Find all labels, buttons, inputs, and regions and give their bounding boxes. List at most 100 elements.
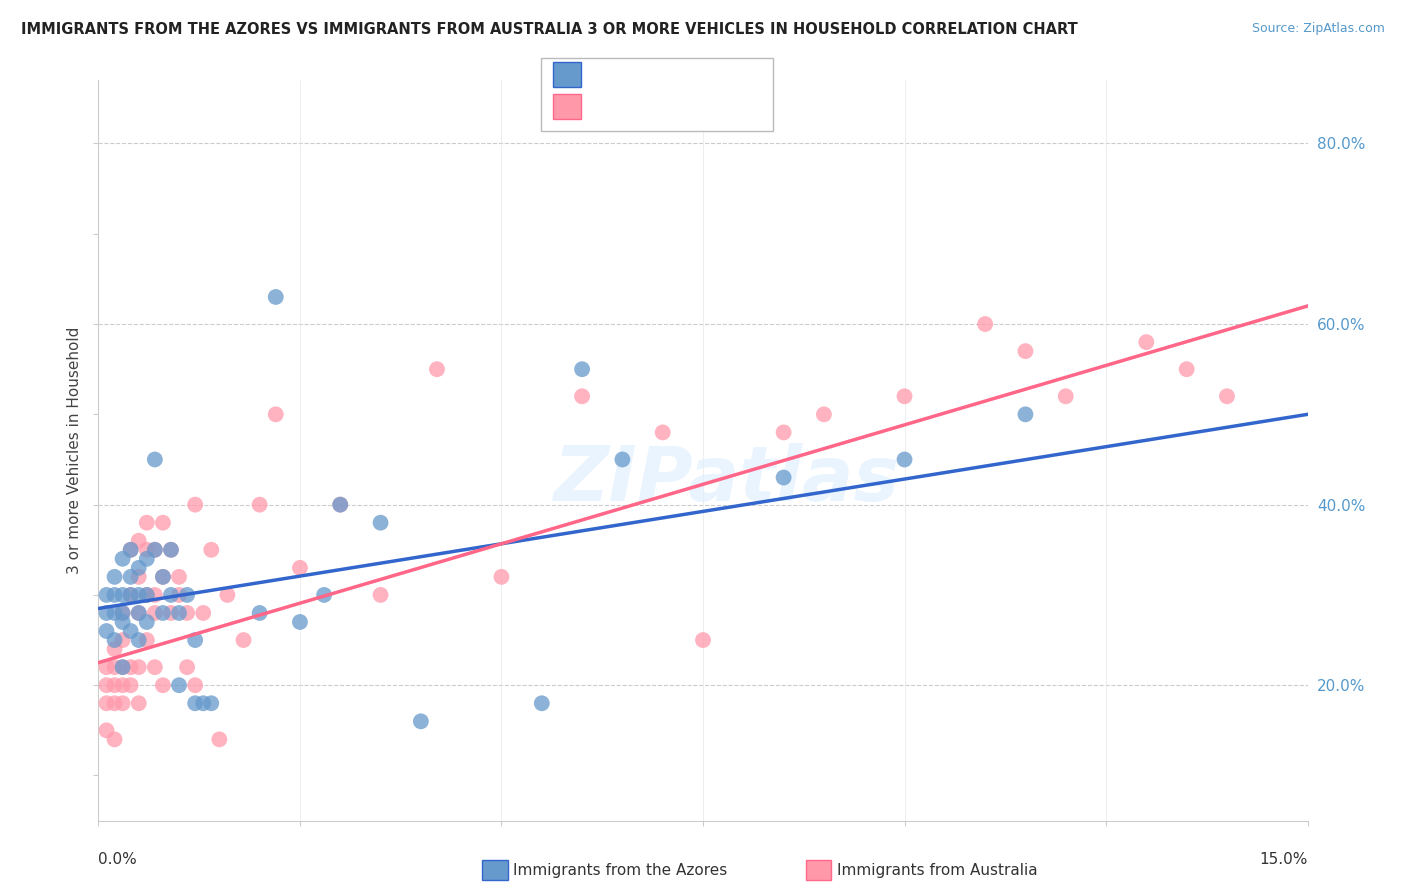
Point (314, 588, 336, 602)
Point (96, 624, 118, 638)
Point (530, 696, 553, 710)
Point (111, 660, 134, 674)
Point (288, 561, 311, 575)
Point (120, 624, 142, 638)
Point (288, 615, 311, 629)
Point (128, 561, 150, 575)
Point (1014, 408, 1036, 422)
Point (184, 678, 207, 692)
Point (329, 498, 352, 512)
Point (111, 588, 134, 602)
Point (249, 498, 271, 512)
Point (111, 606, 134, 620)
Point (176, 660, 198, 674)
Point (813, 408, 835, 422)
Point (264, 408, 287, 422)
Text: ZIPatlas: ZIPatlas (554, 443, 900, 517)
Point (103, 642, 125, 657)
Point (135, 588, 157, 602)
Point (193, 606, 215, 620)
Point (176, 606, 198, 620)
Point (772, 425, 794, 440)
Point (103, 660, 125, 674)
Point (96, 588, 118, 602)
Point (893, 452, 915, 467)
Point (96, 696, 118, 710)
Point (135, 588, 157, 602)
Point (160, 542, 183, 557)
Point (1014, 344, 1036, 359)
Point (135, 542, 157, 557)
Point (612, 452, 634, 467)
Point (143, 542, 166, 557)
Point (329, 498, 352, 512)
Point (571, 362, 593, 376)
Point (96, 723, 118, 738)
Point (651, 425, 673, 440)
Point (120, 542, 142, 557)
Text: N = 49: N = 49 (682, 65, 744, 83)
Point (128, 533, 150, 548)
Point (128, 570, 150, 584)
Point (128, 606, 150, 620)
Point (135, 551, 157, 566)
Point (160, 606, 183, 620)
Point (176, 588, 198, 602)
Point (143, 588, 166, 602)
Point (426, 362, 449, 376)
Point (167, 606, 190, 620)
Point (200, 542, 222, 557)
Point (111, 678, 134, 692)
Text: R = 0.503: R = 0.503 (589, 97, 672, 115)
Point (370, 588, 392, 602)
Text: Immigrants from Australia: Immigrants from Australia (837, 863, 1038, 878)
Point (772, 470, 794, 484)
Point (571, 389, 593, 403)
Point (152, 516, 174, 530)
Text: N = 66: N = 66 (682, 97, 744, 115)
Point (143, 542, 166, 557)
Point (152, 678, 174, 692)
Point (264, 290, 287, 304)
Point (217, 588, 239, 602)
Point (1054, 389, 1077, 403)
Point (103, 570, 125, 584)
Point (120, 588, 142, 602)
Point (111, 615, 134, 629)
Point (111, 551, 134, 566)
Text: R = 0.375: R = 0.375 (589, 65, 672, 83)
Point (974, 317, 997, 331)
Point (128, 660, 150, 674)
Point (167, 588, 190, 602)
Point (184, 696, 207, 710)
Point (103, 732, 125, 747)
Point (1175, 362, 1198, 376)
Point (232, 633, 254, 648)
Point (143, 452, 166, 467)
Point (111, 696, 134, 710)
Point (167, 570, 190, 584)
Point (135, 633, 157, 648)
Point (152, 570, 174, 584)
Point (135, 615, 157, 629)
Point (184, 498, 207, 512)
Point (370, 516, 392, 530)
Point (1216, 389, 1239, 403)
Point (128, 696, 150, 710)
Text: 0.0%: 0.0% (98, 852, 138, 867)
Point (120, 570, 142, 584)
Point (103, 588, 125, 602)
Point (143, 606, 166, 620)
Point (692, 633, 714, 648)
Point (184, 633, 207, 648)
Point (111, 633, 134, 648)
Point (120, 678, 142, 692)
Point (409, 714, 432, 729)
Point (120, 588, 142, 602)
Point (491, 570, 513, 584)
Point (96, 678, 118, 692)
Point (128, 633, 150, 648)
Point (249, 606, 271, 620)
Point (103, 678, 125, 692)
Point (167, 678, 190, 692)
